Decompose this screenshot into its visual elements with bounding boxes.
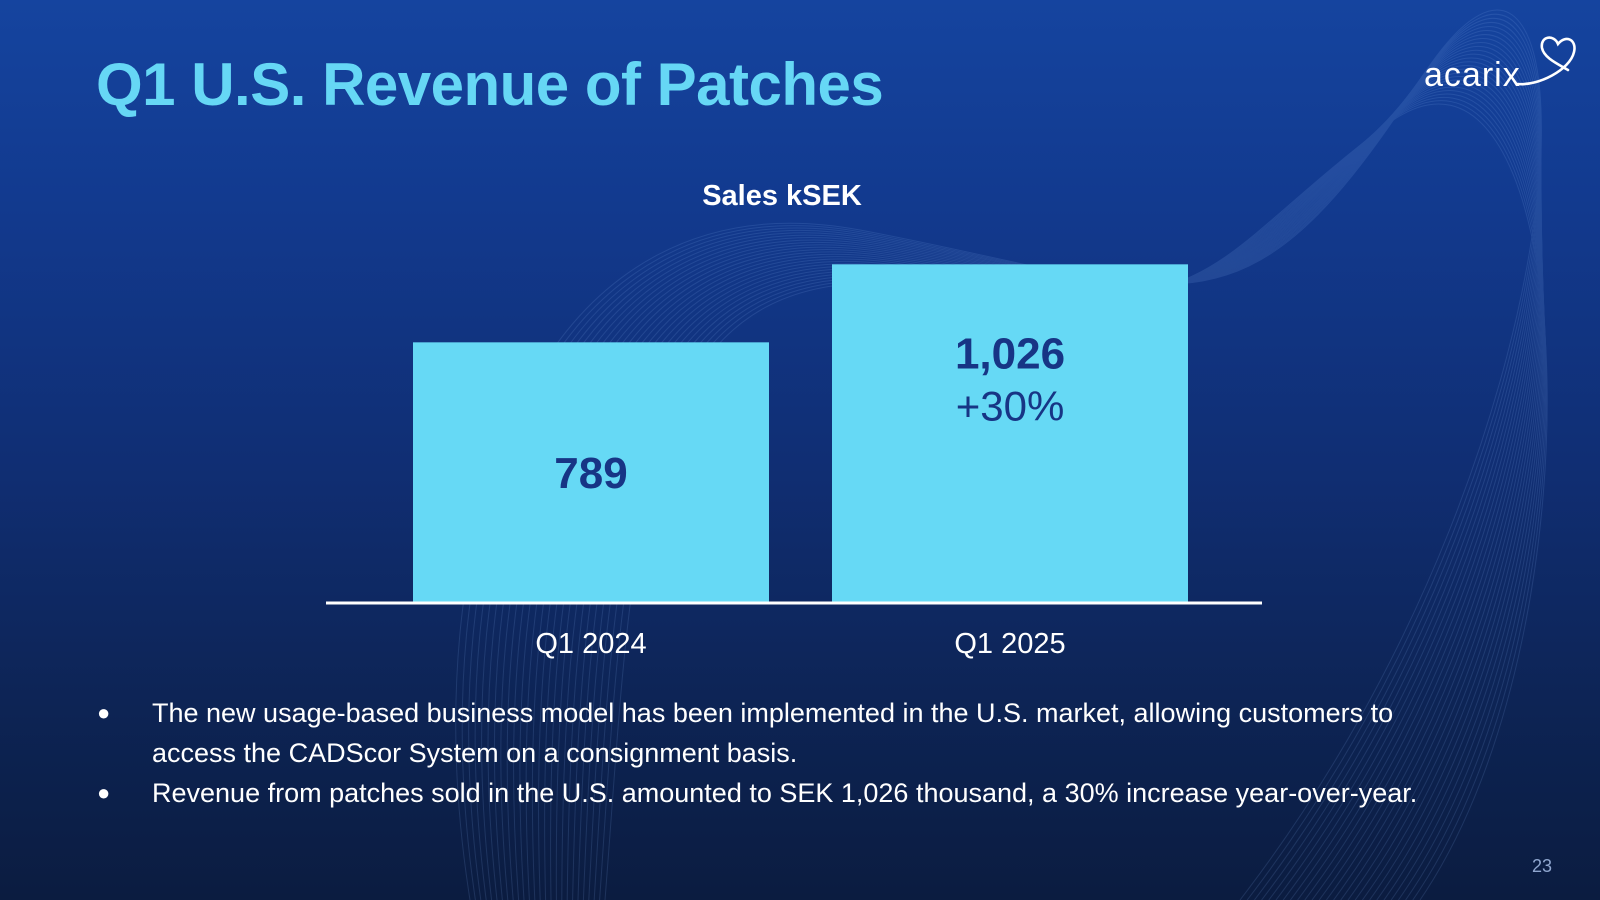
acarix-logo: acarix xyxy=(1420,34,1580,98)
bar-value-label: 1,026 xyxy=(955,329,1065,378)
bullet-item-2: ● Revenue from patches sold in the U.S. … xyxy=(95,773,1455,813)
page-number: 23 xyxy=(1532,856,1553,876)
growth-annotation: +30% xyxy=(956,382,1065,429)
logo-text: acarix xyxy=(1424,56,1521,94)
category-tick-label: Q1 2025 xyxy=(954,628,1065,660)
bullet-marker: ● xyxy=(97,780,111,805)
slide-title: Q1 U.S. Revenue of Patches xyxy=(96,51,884,118)
chart-title: Sales kSEK xyxy=(702,180,862,212)
bullet-marker: ● xyxy=(97,700,111,725)
sales-bar-chart: Sales kSEK 789 Q1 2024 1,026+30% Q1 2025 xyxy=(413,180,1188,660)
bar-q1-2024 xyxy=(413,342,769,602)
bullet-text: Revenue from patches sold in the U.S. am… xyxy=(152,778,1418,808)
category-tick-label: Q1 2024 xyxy=(535,628,646,660)
bullet-list: ● The new usage-based business model has… xyxy=(95,693,1455,813)
bullet-text: The new usage-based business model has b… xyxy=(152,698,1394,768)
bullet-item-1: ● The new usage-based business model has… xyxy=(95,693,1455,773)
bar-q1-2025 xyxy=(832,264,1188,602)
heart-icon xyxy=(1516,36,1576,86)
bar-value-label: 789 xyxy=(554,449,627,498)
